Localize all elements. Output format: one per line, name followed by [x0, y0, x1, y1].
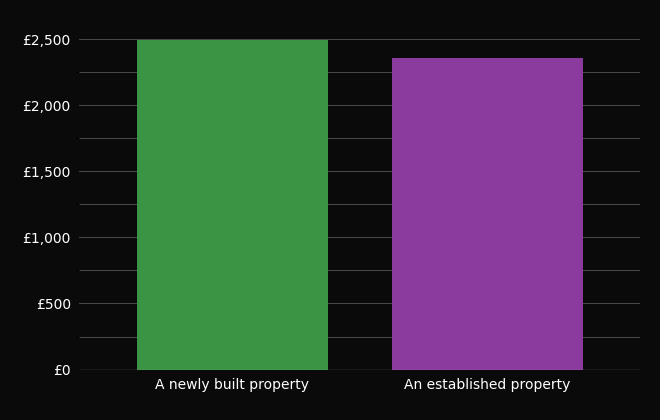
Bar [391, 58, 583, 370]
Bar [137, 40, 328, 370]
